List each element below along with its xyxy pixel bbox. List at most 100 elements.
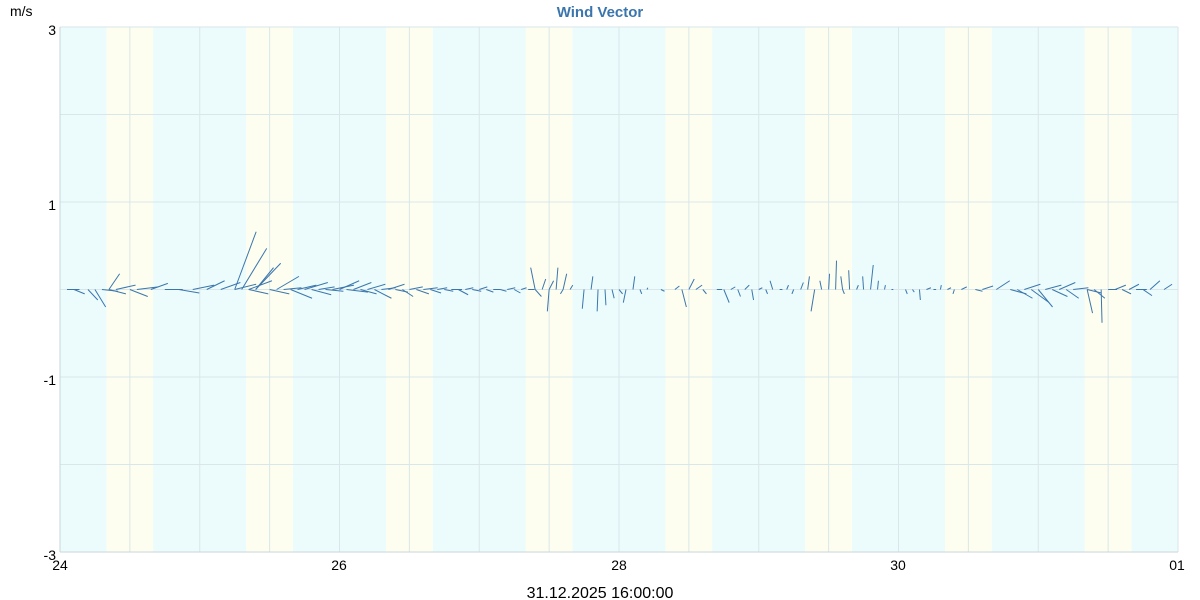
wind-vector	[618, 289, 623, 295]
wind-vector	[311, 289, 332, 296]
wind-vector	[416, 289, 430, 295]
wind-vector	[234, 231, 257, 290]
wind-vector	[206, 280, 225, 290]
wind-vector	[1149, 280, 1161, 290]
wind-vector	[1045, 284, 1062, 290]
wind-vector	[982, 285, 994, 290]
wind-vector	[367, 283, 386, 290]
wind-vector	[430, 289, 442, 294]
axes	[59, 27, 1178, 553]
wind-vector	[94, 289, 107, 308]
wind-vector	[507, 287, 516, 290]
wind-vector	[108, 289, 127, 295]
timestamp-label: 31.12.2025 16:00:00	[527, 585, 674, 600]
wind-vector	[530, 267, 536, 290]
wind-vector	[1086, 289, 1094, 314]
wind-vector	[702, 289, 707, 295]
wind-vector	[346, 289, 369, 293]
wind-vector	[500, 289, 507, 292]
wind-vector	[283, 287, 302, 290]
wind-vector	[905, 289, 908, 295]
wind-vector	[877, 280, 879, 290]
wind-vector	[458, 289, 469, 296]
wind-vector	[409, 286, 423, 290]
wind-vector	[87, 289, 99, 301]
wind-vector	[723, 289, 730, 303]
wind-vector	[304, 282, 328, 290]
wind-vector	[862, 276, 865, 290]
wind-vector	[1163, 283, 1173, 290]
wind-vector	[276, 275, 300, 290]
wind-vector	[996, 280, 1011, 290]
x-tick-label: 01	[1169, 557, 1185, 573]
wind-vector	[290, 289, 313, 299]
wind-vector	[108, 273, 121, 290]
wind-vector	[1037, 289, 1053, 308]
wind-vector	[632, 276, 636, 290]
wind-vector	[751, 289, 755, 301]
wind-vector	[639, 289, 643, 295]
wind-vector	[596, 289, 599, 312]
x-tick-label: 26	[331, 557, 347, 573]
wind-vector	[939, 285, 942, 290]
wind-vector	[646, 287, 649, 290]
wind-vector	[150, 282, 169, 290]
wind-vector	[1100, 289, 1103, 323]
wind-vector	[115, 284, 136, 290]
wind-vector	[1059, 282, 1076, 290]
vector-series	[66, 231, 1173, 323]
wind-vector	[548, 280, 555, 290]
wind-vector	[423, 287, 438, 290]
wind-vector	[926, 287, 932, 290]
wind-vector	[961, 286, 967, 290]
wind-vector	[297, 284, 317, 290]
wind-vector	[269, 289, 290, 295]
wind-vector	[947, 287, 952, 290]
chart-title: Wind Vector	[557, 4, 644, 21]
wind-vector	[848, 270, 851, 290]
wind-vector	[444, 289, 454, 292]
wind-vector	[1065, 289, 1080, 299]
wind-vector	[1093, 289, 1106, 299]
wind-vector	[611, 289, 615, 299]
wind-vector	[737, 289, 741, 297]
wind-vector	[437, 287, 448, 290]
x-tick-label: 24	[52, 557, 68, 573]
wind-vector	[730, 286, 736, 290]
wind-vector	[674, 285, 680, 290]
wind-vector	[918, 289, 921, 301]
wind-vector	[765, 289, 768, 295]
wind-vector	[840, 276, 844, 290]
wind-vector	[912, 289, 915, 293]
y-tick-label: -3	[44, 547, 57, 563]
wind-vector	[486, 289, 494, 293]
x-tick-label: 30	[890, 557, 906, 573]
wind-vector	[807, 276, 810, 290]
wind-vector	[248, 289, 269, 295]
wind-vector	[513, 289, 521, 294]
wind-vector	[569, 284, 574, 290]
wind-vector	[555, 267, 559, 290]
wind-vector	[1024, 283, 1041, 290]
wind-vector	[465, 287, 474, 290]
wind-vector	[325, 289, 344, 292]
wind-vector	[521, 287, 527, 290]
x-tick-label: 28	[611, 557, 627, 573]
wind-vector	[1128, 283, 1140, 290]
wind-vector	[1121, 289, 1132, 295]
wind-vector	[975, 289, 983, 292]
wind-vector	[688, 278, 695, 290]
y-tick-label: 1	[48, 197, 56, 213]
wind-vector	[604, 289, 607, 306]
wind-vector	[136, 286, 159, 290]
wind-vector	[318, 286, 335, 290]
wind-vector	[800, 282, 804, 290]
wind-vector	[234, 283, 257, 290]
wind-vector	[402, 289, 414, 297]
y-tick-label: 3	[48, 22, 56, 38]
wind-vector	[192, 284, 215, 290]
wind-vector	[744, 284, 750, 290]
wind-vector	[1073, 287, 1089, 290]
wind-vector	[559, 289, 564, 295]
